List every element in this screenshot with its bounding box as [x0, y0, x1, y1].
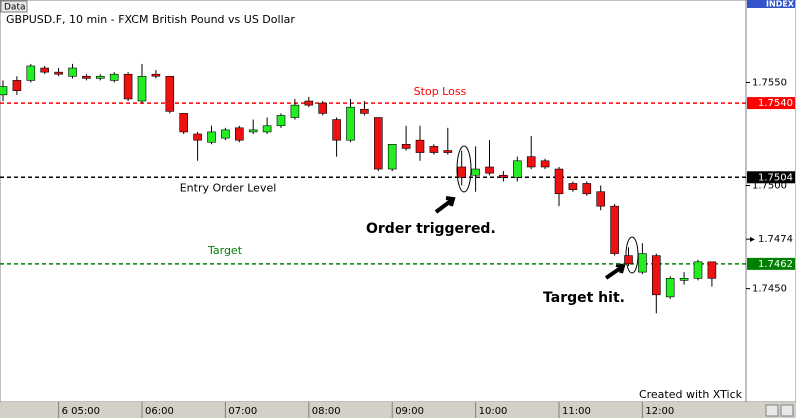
x-tick-label: 12:00 — [645, 406, 674, 417]
candle-body — [96, 75, 105, 79]
annotation: Target hit. — [543, 290, 625, 306]
x-tick-label: 06:00 — [145, 406, 174, 417]
candle-body — [512, 160, 522, 178]
candle-body — [665, 278, 675, 298]
candle-body — [429, 146, 439, 153]
candle-body — [221, 129, 230, 139]
candle-body — [582, 183, 592, 195]
candle-body — [207, 131, 216, 143]
y-tick-label: 1.7550 — [752, 77, 787, 88]
time-axis — [0, 402, 796, 418]
candle-body — [485, 166, 494, 174]
candle-body — [387, 144, 397, 170]
candle-body — [54, 71, 63, 75]
level-marker-label: 1.7504 — [758, 172, 793, 183]
candle-body — [415, 139, 425, 153]
candle-body — [179, 113, 188, 133]
watermark: Created with XTick — [639, 388, 743, 401]
x-tick-label: 08:00 — [312, 406, 341, 417]
candle-body — [262, 125, 272, 133]
price-axis — [745, 0, 796, 403]
candle-body — [137, 75, 147, 102]
level-marker — [747, 257, 795, 270]
plot-area — [0, 0, 747, 403]
chart-title: GBPUSD.F, 10 min - FXCM British Pound vs… — [6, 13, 295, 26]
index-box[interactable] — [747, 0, 795, 8]
candle-body — [373, 117, 383, 170]
candle-body — [346, 106, 355, 141]
candle-body — [40, 67, 50, 73]
candle-body — [499, 174, 508, 178]
candle-body — [610, 205, 619, 254]
arrow — [604, 263, 626, 280]
candle-body — [0, 86, 8, 96]
candle-body — [471, 168, 480, 176]
candle-body — [554, 168, 564, 195]
level-label: Target — [207, 244, 243, 257]
candle-body — [12, 80, 22, 92]
candle-body — [235, 127, 244, 141]
candle-body — [193, 133, 202, 141]
data-button[interactable] — [0, 0, 28, 13]
candle-body — [276, 115, 286, 127]
x-tick-label: 6 05:00 — [62, 406, 100, 417]
candle-body — [318, 102, 328, 114]
data-button-label[interactable]: Data — [4, 3, 26, 13]
candle-body — [540, 160, 550, 168]
candle-body — [304, 100, 314, 106]
candle-body — [151, 73, 161, 77]
candle-body — [165, 75, 175, 112]
y-tick-label: 1.7450 — [752, 284, 787, 295]
price-marker-label: 1.7474 — [758, 234, 793, 245]
annotation: Order triggered. — [366, 221, 496, 237]
zoom-button[interactable] — [765, 404, 779, 417]
candle-body — [526, 156, 536, 168]
y-tick-label: 1.7500 — [752, 181, 787, 192]
candle-body — [68, 67, 77, 77]
highlight-ellipse — [625, 236, 639, 274]
price-marker-arrow: ▸ — [750, 234, 755, 245]
x-tick-label: 11:00 — [562, 406, 591, 417]
candle-body — [248, 129, 258, 133]
x-tick-label: 10:00 — [479, 406, 508, 417]
candle-body — [443, 150, 453, 153]
candle-body — [109, 73, 119, 81]
x-tick-label: 09:00 — [395, 406, 424, 417]
candle-body — [26, 65, 36, 81]
candle-body — [679, 278, 689, 281]
x-tick-label: 07:00 — [228, 406, 257, 417]
candle-body — [82, 75, 91, 79]
zoom-button[interactable] — [780, 404, 794, 417]
candle-body — [457, 166, 467, 178]
candle-body — [568, 183, 578, 190]
candle-body — [638, 253, 647, 273]
candle-body — [624, 255, 633, 265]
arrow — [434, 196, 456, 214]
candle-body — [332, 119, 341, 141]
index-label[interactable]: INDEX — [766, 0, 795, 9]
candle-body — [401, 144, 411, 149]
level-marker-label: 1.7540 — [758, 98, 793, 109]
level-marker — [747, 171, 795, 184]
candle-body — [123, 73, 133, 100]
candle-body — [290, 104, 300, 118]
level-label: Entry Order Level — [180, 181, 277, 194]
highlight-ellipse — [456, 145, 472, 193]
level-marker — [747, 97, 795, 110]
level-marker-label: 1.7462 — [758, 259, 793, 270]
candle-body — [707, 261, 717, 279]
candle-body — [693, 261, 703, 279]
candle-body — [596, 191, 606, 207]
level-label: Stop Loss — [414, 85, 467, 98]
candle-body — [651, 255, 661, 296]
candle-body — [360, 108, 369, 114]
